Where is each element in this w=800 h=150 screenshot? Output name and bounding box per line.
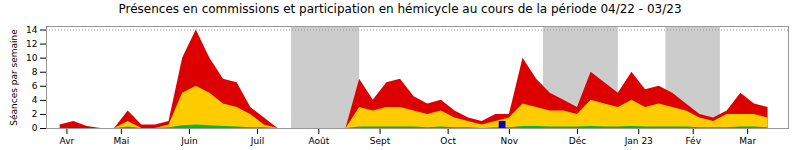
svg-text:Juil: Juil — [250, 136, 264, 146]
svg-text:Mai: Mai — [113, 136, 129, 146]
svg-text:Jan 23: Jan 23 — [624, 136, 653, 146]
svg-text:14: 14 — [26, 25, 38, 35]
svg-text:4: 4 — [32, 95, 38, 105]
svg-text:Sept: Sept — [370, 136, 391, 146]
svg-text:Juin: Juin — [180, 136, 198, 146]
svg-text:12: 12 — [26, 39, 37, 49]
svg-text:0: 0 — [32, 123, 38, 133]
svg-text:Avr: Avr — [60, 136, 75, 146]
svg-text:Fév: Fév — [685, 136, 701, 146]
svg-text:6: 6 — [32, 81, 38, 91]
svg-text:8: 8 — [32, 67, 38, 77]
svg-text:Oct: Oct — [440, 136, 456, 146]
svg-text:Déc: Déc — [569, 136, 586, 146]
svg-text:2: 2 — [32, 109, 38, 119]
html-text:Présences en commissions et pa: Présences en commissions et participatio… — [118, 2, 682, 16]
svg-text:Nov: Nov — [501, 136, 519, 146]
svg-text:Août: Août — [308, 136, 329, 146]
svg-text:Séances par semaine: Séances par semaine — [9, 29, 19, 126]
svg-text:10: 10 — [26, 53, 38, 63]
svg-text:Mar: Mar — [739, 136, 756, 146]
